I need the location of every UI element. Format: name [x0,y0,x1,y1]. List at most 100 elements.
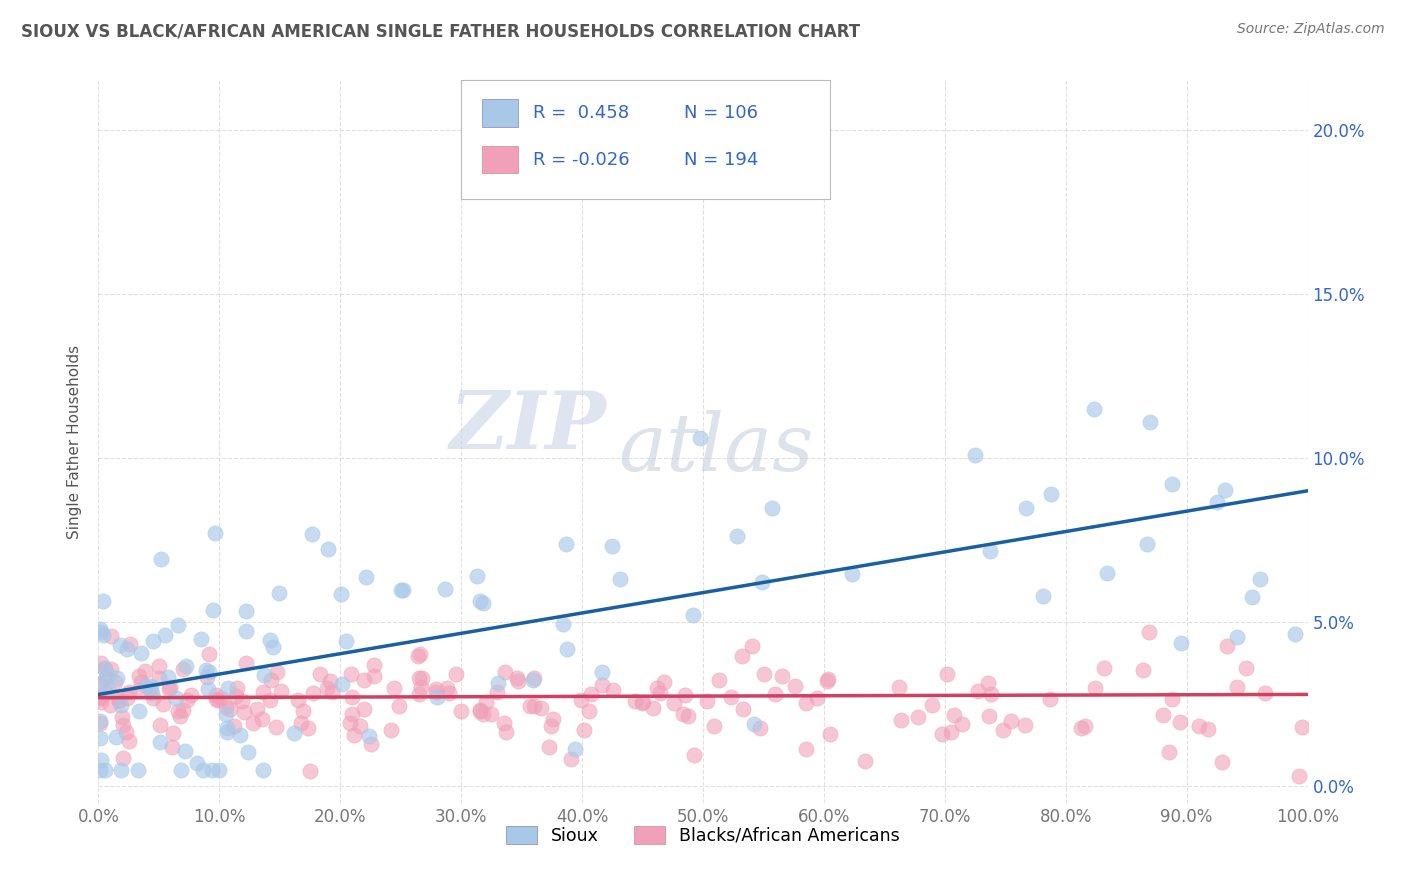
Point [1070,721,1092,735]
Point [1039,691,1062,706]
Point [817,672,839,686]
Point [149,717,172,731]
Point [94,662,117,676]
Point [731,648,754,663]
Point [770,668,793,682]
Point [329,586,352,600]
Point [89,690,111,704]
Point [104,674,127,689]
Point [1015,500,1038,515]
Point [174,659,197,673]
Point [763,688,786,702]
FancyBboxPatch shape [482,146,517,173]
Point [191,763,214,777]
Point [1170,635,1192,649]
Point [980,687,1002,701]
Point [742,717,765,731]
Point [148,658,170,673]
Point [89,691,111,706]
Point [110,710,132,724]
Point [468,704,491,718]
Point [321,684,343,698]
Point [242,716,264,731]
Point [796,742,818,756]
Point [1206,495,1229,509]
Point [1153,708,1175,723]
Point [538,739,561,754]
Point [157,682,180,697]
Point [315,681,337,696]
Point [301,527,323,541]
Text: atlas: atlas [619,410,814,488]
Point [127,763,149,777]
Point [392,583,415,598]
Point [148,671,170,685]
Text: N = 194: N = 194 [683,151,758,169]
Point [977,709,1000,723]
Point [600,539,623,553]
Point [252,763,274,777]
Point [149,735,172,749]
Point [733,702,755,716]
Point [963,448,986,462]
Point [353,673,375,688]
Point [436,681,458,695]
Point [108,638,131,652]
Point [180,689,202,703]
Point [486,675,509,690]
Point [1039,487,1062,501]
Point [94,672,117,686]
Point [195,663,218,677]
Point [1032,590,1054,604]
Point [128,683,150,698]
Text: SIOUX VS BLACK/AFRICAN AMERICAN SINGLE FATHER HOUSEHOLDS CORRELATION CHART: SIOUX VS BLACK/AFRICAN AMERICAN SINGLE F… [21,22,860,40]
Point [360,737,382,751]
Point [260,673,283,687]
Point [472,706,495,721]
Point [387,699,409,714]
Point [815,673,838,688]
Point [90,656,112,670]
Point [266,720,288,734]
Point [349,719,371,733]
Point [591,677,613,691]
Point [89,714,111,728]
Point [931,727,953,741]
Point [186,756,208,771]
Point [673,688,696,702]
Point [408,687,430,701]
Point [142,690,165,705]
Point [541,713,564,727]
Point [134,664,156,678]
Point [142,634,165,648]
Point [475,695,498,709]
Point [523,671,546,685]
Point [751,575,773,590]
Point [522,698,544,713]
Point [167,617,190,632]
Point [380,723,402,737]
Point [165,691,187,706]
Point [560,752,582,766]
Point [235,624,257,638]
Point [150,551,173,566]
Point [591,665,613,679]
Point [363,669,385,683]
Point [363,658,385,673]
Point [259,632,281,647]
Point [689,432,711,446]
Point [465,568,488,582]
Point [292,704,315,718]
Point [97,668,120,682]
Point [977,676,1000,690]
Point [318,542,340,557]
Point [806,691,828,706]
Point [952,716,974,731]
Point [215,707,238,722]
Point [342,690,364,704]
Point [335,634,357,648]
Point [197,665,219,680]
Point [319,674,342,689]
Point [208,763,231,777]
Point [129,646,152,660]
